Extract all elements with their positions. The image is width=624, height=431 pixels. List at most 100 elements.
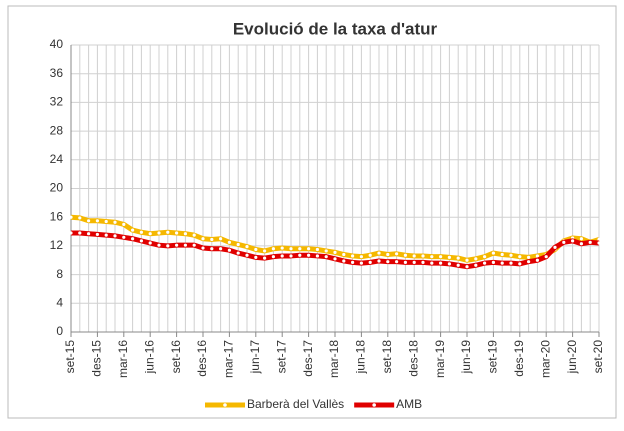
point [403, 260, 407, 265]
y-tick-label: 8 [56, 267, 63, 281]
point [395, 252, 399, 256]
x-tick-label: jun-20 [565, 340, 579, 375]
point [474, 257, 478, 261]
y-tick-label: 12 [50, 238, 64, 252]
x-tick-label: set-15 [63, 340, 77, 374]
point [69, 231, 73, 235]
y-tick-label: 28 [50, 123, 64, 137]
point [386, 252, 390, 257]
x-tick-label: mar-16 [116, 340, 130, 378]
x-tick-label: des-16 [195, 340, 209, 377]
point [527, 260, 531, 264]
point [544, 255, 548, 259]
point [122, 222, 126, 226]
point [78, 231, 82, 235]
point [474, 263, 478, 267]
y-tick-label: 20 [50, 181, 64, 195]
point [183, 232, 187, 236]
point [69, 215, 73, 219]
point [447, 255, 451, 259]
point [359, 261, 363, 265]
point [553, 245, 557, 249]
point [298, 247, 302, 251]
point [597, 241, 601, 245]
point [219, 247, 223, 251]
point [175, 231, 179, 235]
point [535, 258, 540, 262]
point [342, 252, 346, 257]
point [351, 254, 355, 258]
point [579, 242, 584, 246]
x-tick-label: des-17 [301, 340, 315, 377]
point [421, 254, 425, 258]
point [483, 261, 487, 265]
point [491, 251, 495, 255]
point [307, 253, 311, 257]
point [579, 237, 584, 241]
y-tick-label: 36 [50, 66, 64, 80]
x-tick-label: mar-19 [433, 340, 447, 378]
point [456, 256, 460, 260]
point [280, 254, 284, 258]
y-tick-label: 4 [56, 295, 63, 309]
point [500, 261, 504, 265]
legend-marker [223, 403, 227, 407]
point [509, 253, 513, 257]
chart-title: Evolució de la taxa d'atur [233, 19, 438, 38]
point [271, 255, 275, 259]
y-tick-label: 24 [50, 152, 64, 166]
point [201, 237, 205, 241]
point [254, 255, 258, 259]
point [289, 247, 293, 251]
point [333, 257, 337, 261]
point [227, 240, 231, 244]
x-tick-label: mar-20 [538, 340, 552, 378]
point [430, 255, 434, 259]
point [95, 232, 99, 237]
point [245, 253, 249, 257]
x-tick-label: jun-16 [142, 340, 156, 375]
point [403, 253, 407, 257]
point [571, 239, 575, 243]
point [509, 261, 513, 265]
chart-frame [7, 5, 617, 419]
point [78, 216, 82, 220]
point [87, 219, 91, 223]
point [183, 243, 187, 247]
x-tick-label: set-20 [591, 340, 605, 374]
point [315, 247, 319, 252]
point [263, 256, 267, 260]
x-tick-label: des-18 [406, 340, 420, 377]
point [113, 220, 117, 224]
legend-label: AMB [396, 397, 422, 411]
point [351, 260, 355, 265]
point [201, 246, 205, 250]
point [131, 237, 135, 241]
point [166, 244, 170, 248]
point [95, 219, 99, 223]
point [175, 243, 179, 247]
point [236, 242, 240, 247]
y-tick-label: 32 [50, 95, 64, 109]
x-tick-label: set-17 [274, 340, 288, 374]
point [333, 250, 337, 254]
point [377, 259, 381, 263]
point [483, 255, 487, 259]
point [377, 251, 381, 255]
point [412, 260, 416, 265]
point [227, 248, 231, 252]
y-tick-label: 40 [50, 37, 64, 51]
point [439, 261, 443, 265]
point [518, 262, 522, 266]
x-tick-label: jun-19 [459, 340, 473, 375]
point [518, 255, 522, 259]
point [236, 251, 240, 255]
point [500, 252, 504, 257]
point [439, 255, 443, 259]
point [465, 265, 469, 269]
point [289, 254, 293, 258]
point [263, 249, 267, 253]
point [271, 247, 275, 251]
point [210, 247, 214, 251]
